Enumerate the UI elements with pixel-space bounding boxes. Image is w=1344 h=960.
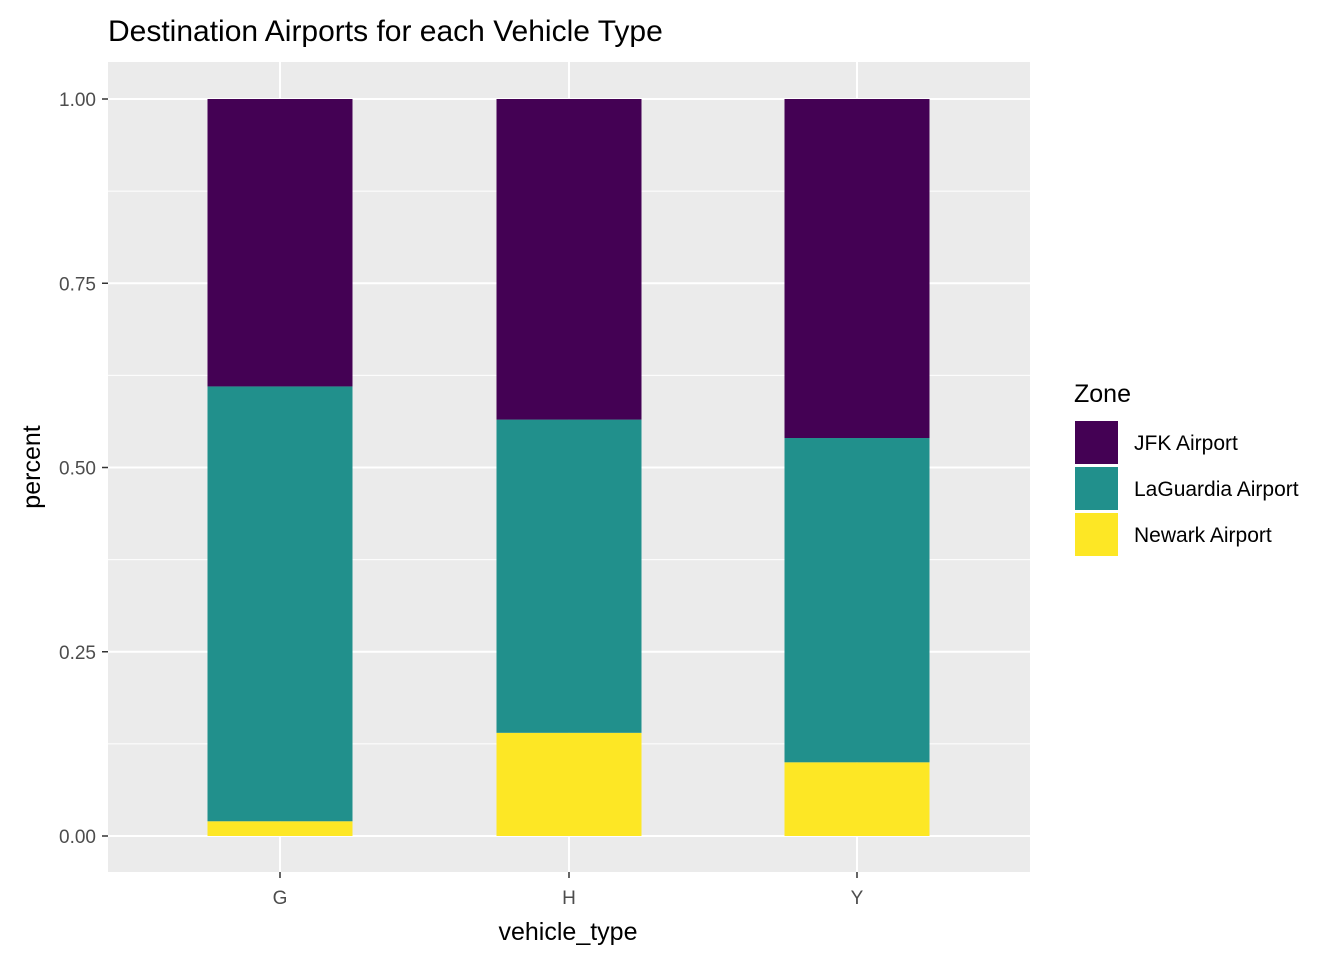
bar-Y-laguardia-airport [784, 438, 930, 763]
bars [207, 99, 930, 836]
bar-Y-newark-airport [784, 762, 930, 836]
legend-title: Zone [1074, 380, 1131, 408]
legend-swatch [1073, 419, 1120, 466]
legend: Zone JFK Airport LaGuardia Airport Newark … [1073, 380, 1299, 558]
x-tick-label: H [562, 888, 576, 909]
x-tick-label: G [273, 888, 288, 909]
y-tick-label: 0.00 [59, 827, 96, 848]
bar-H-jfk-airport [496, 99, 642, 420]
bar-G-jfk-airport [207, 99, 353, 387]
bar-G-newark-airport [207, 821, 353, 836]
x-axis-title: vehicle_type [499, 918, 638, 946]
bar-H-newark-airport [496, 732, 642, 836]
legend-label: LaGuardia Airport [1134, 478, 1299, 501]
y-tick-label: 0.50 [59, 459, 96, 480]
bar-H-laguardia-airport [496, 419, 642, 733]
bar-Y-jfk-airport [784, 99, 930, 439]
legend-swatch [1073, 465, 1120, 512]
y-axis: 0.00 0.25 0.50 0.75 1.00 [59, 90, 108, 848]
y-tick-label: 1.00 [59, 90, 96, 111]
legend-swatch [1073, 511, 1120, 558]
chart-title: Destination Airports for each Vehicle Ty… [108, 15, 663, 48]
y-tick-label: 0.75 [59, 274, 96, 295]
x-tick-label: Y [851, 888, 864, 909]
legend-label: Newark Airport [1134, 524, 1272, 547]
legend-label: JFK Airport [1134, 432, 1238, 455]
y-tick-label: 0.25 [59, 643, 96, 664]
bar-G-laguardia-airport [207, 386, 353, 822]
y-axis-title: percent [18, 425, 46, 508]
